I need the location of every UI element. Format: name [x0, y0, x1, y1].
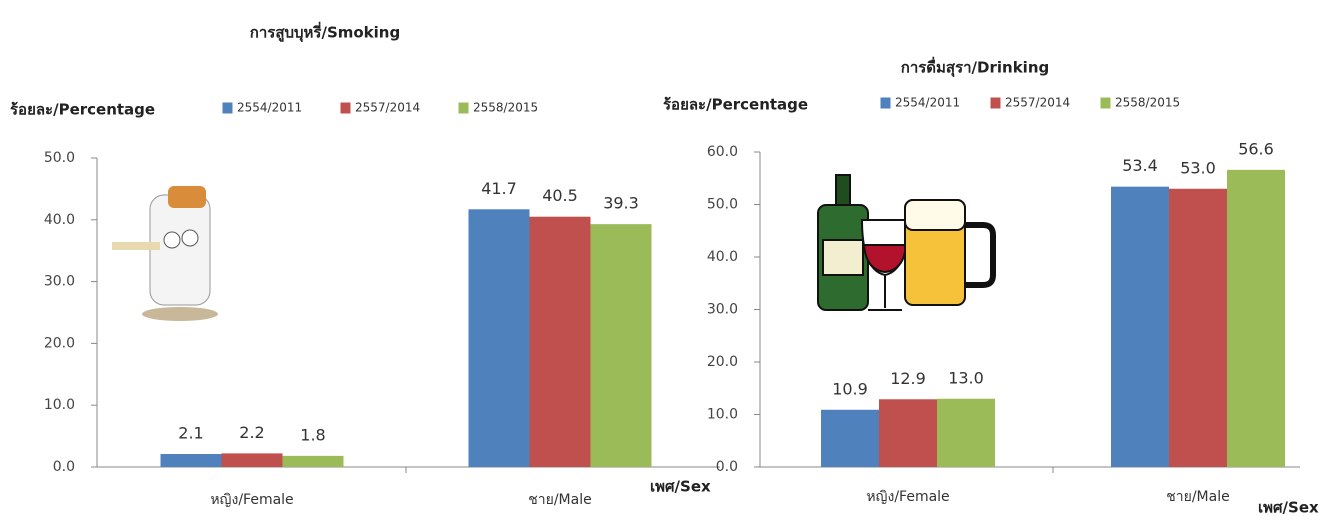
- legend-swatch: [457, 101, 470, 115]
- legend-swatch: [989, 96, 1002, 110]
- bar: [590, 224, 652, 467]
- value-label: 53.0: [1180, 158, 1216, 177]
- legend-label: 2554/2011: [237, 101, 302, 115]
- bar: [529, 216, 591, 467]
- chart-title: การดื่มสุรา/Drinking: [901, 57, 1050, 78]
- bar: [879, 399, 937, 467]
- legend-swatch: [221, 101, 234, 115]
- value-label: 1.8: [300, 425, 325, 444]
- x-tick-label: หญิง/Female: [866, 489, 949, 505]
- legend-swatch: [879, 96, 892, 110]
- value-label: 13.0: [948, 368, 984, 387]
- drinking-illustration: [817, 174, 996, 311]
- bar: [1169, 188, 1227, 467]
- y-tick-label: 10.0: [707, 407, 738, 423]
- y-tick-label: 30.0: [44, 274, 75, 290]
- legend-label: 2558/2015: [1115, 96, 1180, 110]
- value-label: 2.1: [178, 424, 203, 443]
- value-label: 39.3: [603, 194, 639, 213]
- y-axis-label: ร้อยละ/Percentage: [10, 101, 155, 119]
- value-label: 41.7: [481, 179, 517, 198]
- value-label: 10.9: [832, 379, 868, 398]
- x-tick-label: หญิง/Female: [210, 492, 293, 508]
- legend-label: 2554/2011: [895, 96, 960, 110]
- x-axis-label: เพศ/Sex: [650, 478, 711, 496]
- y-tick-label: 40.0: [44, 212, 75, 228]
- bar: [221, 453, 283, 467]
- x-axis-label: เพศ/Sex: [1258, 499, 1319, 516]
- y-tick-label: 20.0: [44, 335, 75, 351]
- y-tick-label: 10.0: [44, 397, 75, 413]
- bar: [1227, 169, 1285, 467]
- legend-swatch: [339, 101, 352, 115]
- value-label: 53.4: [1122, 156, 1158, 175]
- value-label: 56.6: [1238, 139, 1274, 158]
- value-label: 40.5: [542, 186, 578, 205]
- bar: [937, 398, 995, 467]
- y-axis-label: ร้อยละ/Percentage: [663, 96, 808, 114]
- legend-label: 2557/2014: [355, 101, 420, 115]
- y-tick-label: 20.0: [707, 354, 738, 370]
- legend-label: 2558/2015: [473, 101, 538, 115]
- legend-label: 2557/2014: [1005, 96, 1070, 110]
- y-tick-label: 50.0: [707, 197, 738, 213]
- chart-title: การสูบบุหรี่/Smoking: [250, 22, 400, 43]
- value-label: 2.2: [239, 423, 264, 442]
- y-tick-label: 50.0: [44, 150, 75, 166]
- legend-swatch: [1099, 96, 1112, 110]
- bar: [468, 209, 530, 467]
- bar: [282, 455, 344, 467]
- bar: [160, 454, 222, 467]
- y-tick-label: 40.0: [707, 249, 738, 265]
- value-label: 12.9: [890, 369, 926, 388]
- y-tick-label: 60.0: [707, 144, 738, 160]
- bar: [821, 409, 879, 467]
- x-tick-label: ชาย/Male: [528, 492, 591, 508]
- bar: [1111, 186, 1169, 467]
- y-tick-label: 0.0: [53, 459, 75, 475]
- y-tick-label: 30.0: [707, 302, 738, 318]
- x-tick-label: ชาย/Male: [1166, 489, 1229, 505]
- smoking-illustration: [112, 186, 218, 321]
- y-tick-label: 0.0: [716, 459, 738, 475]
